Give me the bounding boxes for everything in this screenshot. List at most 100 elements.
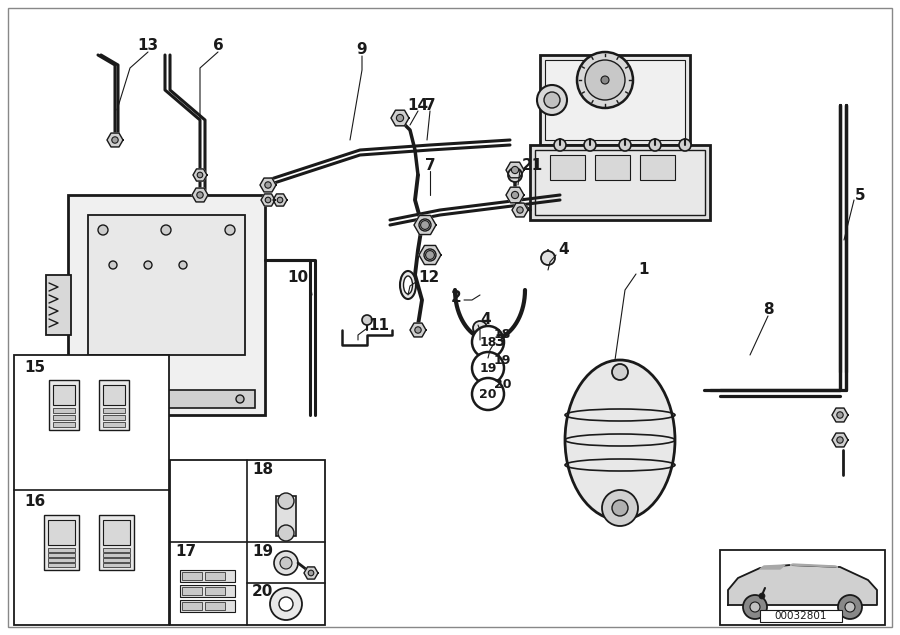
Bar [103,553,130,557]
Text: 13: 13 [138,37,158,53]
Text: 18: 18 [252,462,273,478]
Bar [49,380,79,430]
Circle shape [612,500,628,516]
Polygon shape [304,567,318,579]
Circle shape [197,192,203,198]
Circle shape [473,321,487,335]
Circle shape [759,593,765,599]
Bar [53,385,75,405]
Bar [540,55,690,145]
Bar [99,380,129,430]
Bar [48,558,75,562]
Bar [595,155,630,180]
Bar [182,587,202,595]
Bar [48,548,75,552]
Bar [103,422,125,427]
Circle shape [508,168,522,182]
Bar [46,275,71,335]
Polygon shape [419,246,441,265]
Circle shape [837,437,843,443]
Circle shape [517,207,523,213]
Circle shape [424,249,436,261]
Bar [103,558,130,562]
Circle shape [179,261,187,269]
Bar [530,145,710,220]
Polygon shape [192,188,208,202]
Bar [545,60,685,140]
Text: 20: 20 [494,378,511,392]
Bar [53,408,75,413]
Circle shape [265,182,271,188]
Ellipse shape [565,360,675,520]
Circle shape [845,602,855,612]
Text: 19: 19 [480,361,497,375]
Text: 10: 10 [287,271,308,286]
Bar [103,408,125,413]
Circle shape [602,490,638,526]
Bar [48,553,75,557]
Circle shape [415,327,421,333]
Polygon shape [790,564,838,567]
Circle shape [511,191,518,199]
Text: 18: 18 [494,328,511,342]
Text: 21: 21 [522,157,544,173]
Bar [103,520,130,545]
Text: 8: 8 [762,302,773,318]
Polygon shape [414,215,436,234]
Polygon shape [832,408,848,422]
Text: 18: 18 [480,335,497,349]
Circle shape [577,52,633,108]
Circle shape [266,197,271,203]
Text: 11: 11 [368,318,389,333]
Bar [103,563,130,567]
Circle shape [109,261,117,269]
Bar [550,155,585,180]
Circle shape [426,251,435,260]
Bar [276,496,296,536]
Bar [180,585,235,597]
Circle shape [279,597,293,611]
Circle shape [472,326,504,358]
Text: 4: 4 [480,312,491,328]
Circle shape [278,525,294,541]
Bar [170,460,325,625]
Text: 00032801: 00032801 [775,611,827,621]
Circle shape [278,493,294,509]
Circle shape [396,114,403,121]
Bar [205,602,225,610]
Bar [205,587,225,595]
Circle shape [472,352,504,384]
Text: 19: 19 [494,354,511,366]
Text: 12: 12 [418,271,439,286]
Circle shape [537,85,567,115]
Bar [78,390,255,408]
Bar [53,415,75,420]
Text: 6: 6 [212,37,223,53]
Circle shape [225,225,235,235]
Text: 16: 16 [24,495,45,509]
Circle shape [274,551,298,575]
Text: 17: 17 [175,544,196,559]
Polygon shape [506,187,524,203]
Circle shape [270,588,302,620]
Circle shape [479,339,495,355]
Polygon shape [512,203,528,217]
Circle shape [584,139,596,151]
Circle shape [277,197,283,203]
Polygon shape [832,433,848,447]
Bar [535,150,705,215]
Polygon shape [260,178,276,192]
Bar [44,515,79,570]
Text: 7: 7 [425,157,436,173]
Bar [180,600,235,612]
Polygon shape [506,162,524,178]
Circle shape [511,166,518,173]
Text: 1: 1 [638,262,649,277]
Bar [48,563,75,567]
Circle shape [308,570,314,576]
Circle shape [197,172,202,178]
Bar [760,610,842,622]
Bar [720,550,885,625]
Circle shape [837,412,843,418]
Polygon shape [273,194,287,206]
